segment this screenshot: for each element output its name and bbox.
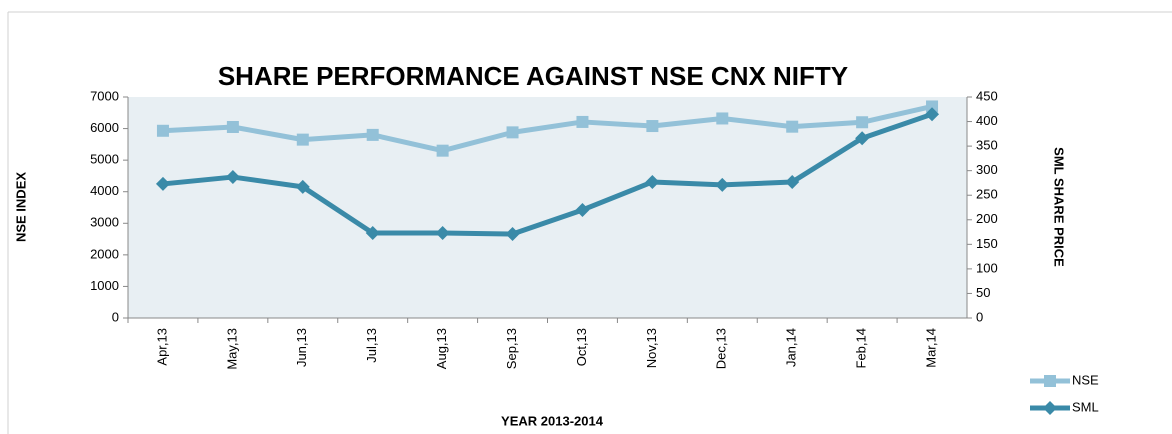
y2-tick-label: 0	[976, 309, 983, 324]
chart-title: SHARE PERFORMANCE AGAINST NSE CNX NIFTY	[218, 61, 848, 91]
x-tick-label: Oct,13	[574, 328, 589, 366]
y2-tick-label: 250	[976, 187, 998, 202]
point	[925, 107, 940, 122]
point	[436, 144, 449, 157]
legend-label: NSE	[1072, 372, 1099, 387]
point	[786, 120, 799, 133]
point	[365, 226, 380, 241]
x-tick-label: Jun,13	[294, 328, 309, 367]
legend-marker	[1043, 401, 1057, 415]
x-tick-label: Nov,13	[644, 328, 659, 368]
legend-label: SML	[1072, 399, 1099, 414]
y2-tick-label: 350	[976, 138, 998, 153]
y-tick-label: 5000	[90, 152, 119, 167]
point	[645, 174, 660, 189]
point	[855, 131, 870, 146]
point	[366, 128, 379, 141]
y-tick-label: 3000	[90, 215, 119, 230]
series-line	[162, 104, 933, 154]
x-tick-label: Aug,13	[434, 328, 449, 369]
point	[646, 120, 659, 133]
x-tick-label: Jan,14	[784, 328, 799, 367]
point	[575, 202, 590, 217]
y2-tick-label: 150	[976, 236, 998, 251]
y-tick-label: 4000	[90, 183, 119, 198]
x-tick-label: Jul,13	[364, 328, 379, 363]
point	[926, 100, 939, 113]
y2-tick-label: 400	[976, 113, 998, 128]
x-tick-label: Feb,14	[854, 328, 869, 368]
point	[296, 133, 309, 146]
point	[856, 116, 869, 129]
series-line	[162, 111, 933, 237]
point	[785, 174, 800, 189]
legend-marker	[1044, 375, 1056, 387]
y-tick-label: 0	[112, 309, 119, 324]
point	[155, 176, 170, 191]
y-tick-label: 6000	[90, 120, 119, 135]
x-tick-label: Sep,13	[504, 328, 519, 369]
point	[506, 126, 519, 139]
y2-tick-label: 450	[976, 88, 998, 103]
y2-tick-label: 100	[976, 260, 998, 275]
y2-tick-label: 50	[976, 285, 990, 300]
point	[716, 112, 729, 125]
x-axis-title: YEAR 2013-2014	[501, 413, 604, 428]
point	[295, 179, 310, 194]
y-tick-label: 7000	[90, 88, 119, 103]
y-tick-label: 1000	[90, 278, 119, 293]
y2-axis-title: SML SHARE PRICE	[1052, 147, 1067, 267]
x-tick-label: Mar,14	[923, 328, 938, 368]
point	[226, 120, 239, 133]
point	[225, 170, 240, 185]
y2-tick-label: 200	[976, 211, 998, 226]
y-tick-label: 2000	[90, 246, 119, 261]
x-tick-label: Apr,13	[154, 328, 169, 366]
point	[505, 227, 520, 242]
point	[576, 115, 589, 128]
point	[435, 226, 450, 241]
x-tick-label: Dec,13	[714, 328, 729, 369]
y-axis-title: NSE INDEX	[13, 172, 28, 242]
y2-tick-label: 300	[976, 162, 998, 177]
x-tick-label: May,13	[224, 328, 239, 370]
point	[715, 177, 730, 192]
point	[156, 124, 169, 137]
